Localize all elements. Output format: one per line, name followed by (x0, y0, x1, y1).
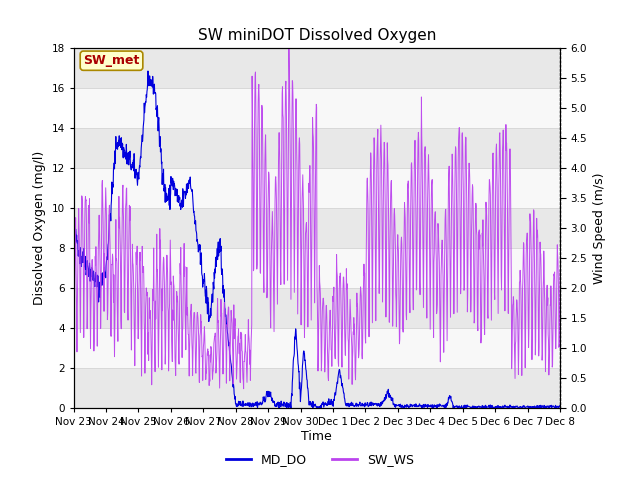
Y-axis label: Wind Speed (m/s): Wind Speed (m/s) (593, 172, 605, 284)
Bar (74, 288, 560, 328)
Title: SW miniDOT Dissolved Oxygen: SW miniDOT Dissolved Oxygen (198, 28, 436, 43)
Bar (74, 128, 560, 168)
Bar (74, 48, 560, 88)
Bar (74, 208, 560, 248)
Y-axis label: Dissolved Oxygen (mg/l): Dissolved Oxygen (mg/l) (33, 151, 46, 305)
Bar (74, 368, 560, 408)
X-axis label: Time: Time (301, 430, 332, 443)
Legend: MD_DO, SW_WS: MD_DO, SW_WS (221, 448, 419, 471)
Text: SW_met: SW_met (83, 54, 140, 67)
